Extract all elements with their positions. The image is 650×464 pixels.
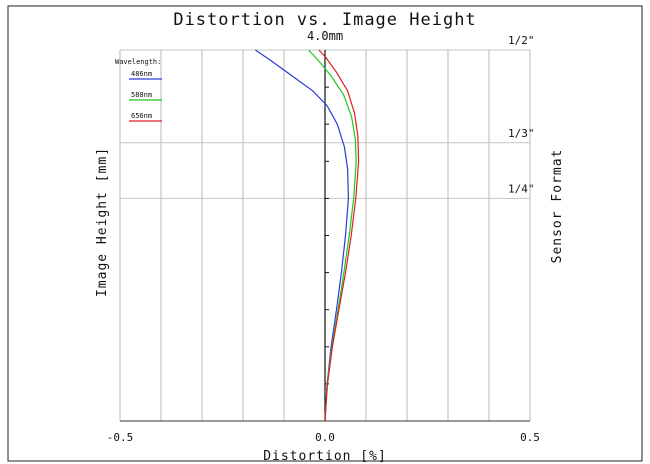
sensor-format-tick-label: 1/3" <box>508 127 535 140</box>
legend-label-486nm: 486nm <box>131 70 152 78</box>
series-line-656nm <box>318 49 360 422</box>
x-tick-label: -0.5 <box>107 431 134 444</box>
sensor-format-tick-label: 1/2" <box>508 34 535 47</box>
x-tick-labels: -0.5 0.0 0.5 <box>107 431 540 444</box>
legend-title: Wavelength: <box>115 58 161 66</box>
series-line-486nm <box>254 49 350 422</box>
legend-label-588nm: 588nm <box>131 91 152 99</box>
chart-title: Distortion vs. Image Height <box>173 10 476 30</box>
series-lines <box>254 49 360 422</box>
plot-area: 1/2" 1/3" 1/4" <box>119 34 535 422</box>
sensor-format-label: Sensor Format <box>550 149 565 264</box>
legend-label-656nm: 656nm <box>131 112 152 120</box>
y-axis-label: Image Height [mm] <box>95 147 110 297</box>
legend: Wavelength: 486nm 588nm 656nm <box>115 58 162 122</box>
x-axis-label: Distortion [%] <box>263 449 387 464</box>
sensor-format-tick-label: 1/4" <box>508 182 535 195</box>
legend-items: 486nm 588nm 656nm <box>129 70 162 122</box>
x-tick-label: 0.5 <box>520 431 540 444</box>
chart-subtitle: 4.0mm <box>307 29 343 43</box>
x-tick-label: 0.0 <box>315 431 335 444</box>
